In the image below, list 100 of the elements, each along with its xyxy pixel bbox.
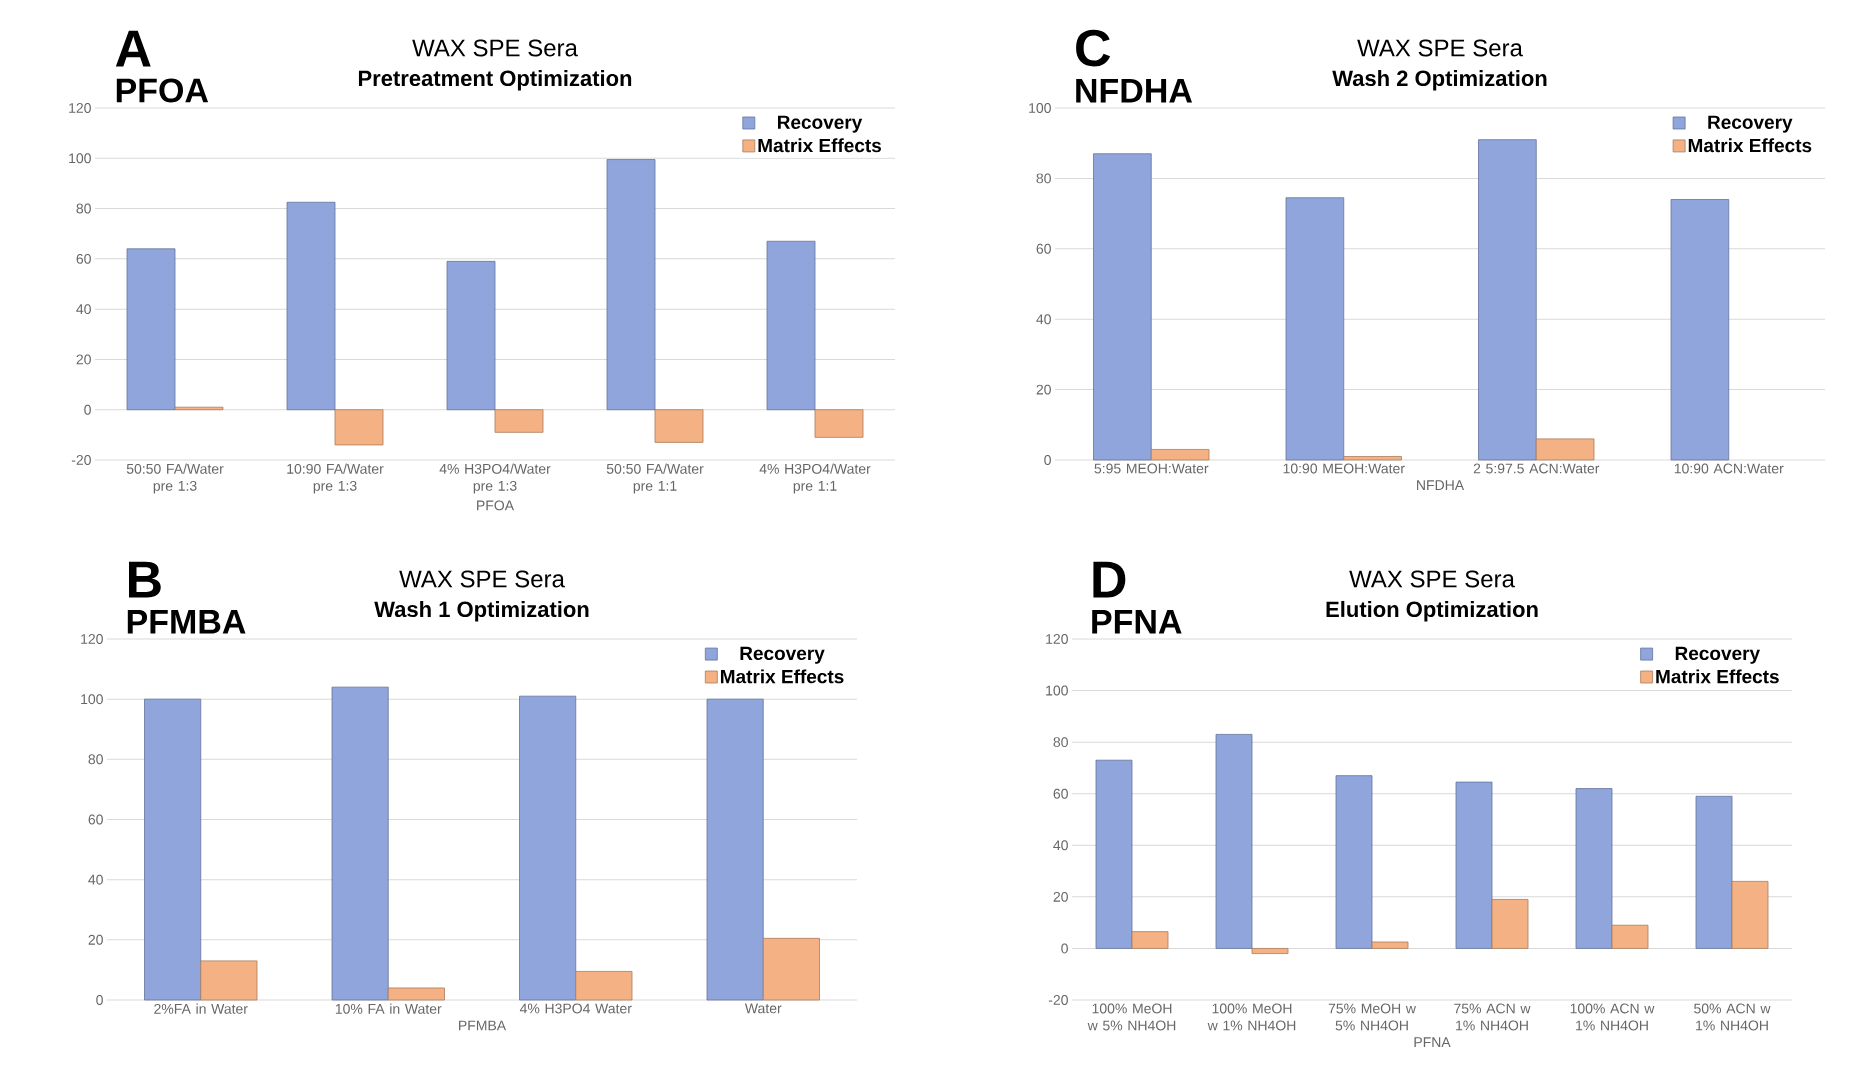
y-tick-label: -20 (71, 455, 91, 465)
bar (519, 695, 577, 1001)
bar (494, 409, 544, 433)
x-tick-label: 10% FA in Water (335, 1003, 442, 1014)
bar (1251, 948, 1289, 954)
y-tick-label: 60 (88, 814, 103, 825)
bar (1670, 199, 1730, 461)
y-tick-label: 100 (69, 153, 91, 164)
x-tick-label: 5:95 MEOH:Water (1094, 463, 1209, 474)
x-tick-label: 4% H3PO4/Water pre 1:3 (439, 463, 551, 494)
bar (814, 409, 864, 438)
x-tick-label: 75% ACN w 1% NH4OH (1454, 1003, 1531, 1031)
bar (1093, 153, 1152, 461)
x-tick-label: 4% H3PO4/Water pre 1:1 (759, 463, 871, 494)
y-tick-label: 0 (96, 995, 103, 1005)
chart-subtitle: Wash 2 Optimization (1332, 69, 1547, 91)
y-tick-label: 40 (88, 874, 103, 885)
x-tick-label: 4% H3PO4 Water (519, 1003, 632, 1014)
text: D (1093, 561, 1126, 598)
bar (1455, 781, 1493, 949)
text: PFMBA (127, 610, 246, 634)
x-tick-label: 2%FA in Water (154, 1003, 248, 1014)
legend-label: Recovery (1675, 646, 1760, 664)
x-tick-label: 50:50 FA/Water pre 1:3 (126, 463, 224, 494)
y-tick-label: 100 (1046, 685, 1068, 696)
y-tick-label: 40 (1036, 314, 1051, 325)
bar (1695, 795, 1733, 949)
legend-label: Recovery (778, 115, 863, 133)
bar (1731, 880, 1769, 949)
y-tick-label: 60 (76, 253, 91, 264)
chart-subtitle: Pretreatment Optimization (358, 69, 632, 91)
x-tick-label: 10:90 ACN:Water (1674, 463, 1784, 474)
bar (1611, 924, 1649, 949)
bar (1535, 438, 1595, 461)
text: A (115, 30, 151, 67)
y-tick-label: 0 (1044, 455, 1051, 465)
bar (1575, 788, 1613, 949)
bar (766, 240, 816, 411)
y-tick-label: 0 (1061, 943, 1068, 954)
x-tick-label: Water (744, 1003, 782, 1014)
bar (1215, 734, 1253, 949)
y-tick-label: 120 (81, 634, 103, 644)
bar (446, 260, 496, 411)
bar (1343, 456, 1402, 461)
y-tick-label: 0 (84, 404, 91, 415)
bar (1491, 899, 1529, 949)
y-tick-label: 100 (1029, 103, 1051, 113)
bar (1285, 197, 1345, 461)
legend-label: Recovery (1708, 115, 1793, 133)
y-tick-label: 60 (1053, 788, 1068, 799)
x-tick-label: 75% MeOH w 5% NH4OH (1328, 1003, 1416, 1031)
y-tick-label: 20 (1036, 384, 1051, 395)
legend-label: Recovery (740, 646, 825, 664)
x-axis-title: PFNA (1414, 1037, 1451, 1047)
bar (762, 937, 820, 1001)
bar (575, 971, 633, 1001)
bar (654, 409, 704, 443)
bar (144, 698, 202, 1001)
chart-title: WAX SPE Sera (399, 570, 565, 588)
y-tick-label: 20 (1053, 891, 1068, 902)
y-tick-label: 80 (1053, 737, 1068, 748)
x-tick-label: 50% ACN w 1% NH4OH (1694, 1003, 1771, 1031)
text: PFNA (1092, 610, 1182, 634)
x-tick-label: 10:90 MEOH:Water (1283, 463, 1405, 474)
y-tick-label: 60 (1036, 243, 1051, 254)
bar (174, 406, 224, 411)
bar (1371, 941, 1409, 949)
y-tick-label: -20 (1048, 995, 1068, 1005)
text: C (1076, 29, 1111, 67)
legend-label: Matrix Effects (720, 669, 844, 684)
chart-subtitle: Wash 1 Optimization (374, 600, 589, 622)
bar (286, 201, 336, 411)
bar (200, 960, 258, 1001)
y-tick-label: 120 (1046, 634, 1068, 644)
bar (1131, 931, 1169, 949)
x-tick-label: 100% ACN w 1% NH4OH (1570, 1003, 1655, 1031)
bar (1095, 759, 1133, 949)
x-tick-label: 10:90 FA/Water pre 1:3 (287, 463, 384, 494)
x-tick-label: 50:50 FA/Water pre 1:1 (606, 463, 704, 494)
bar (334, 409, 384, 446)
x-axis-title: NFDHA (1417, 480, 1465, 490)
y-tick-label: 80 (76, 203, 91, 214)
y-tick-label: 100 (81, 694, 103, 705)
chart-title: WAX SPE Sera (412, 39, 578, 57)
bar (387, 987, 445, 1001)
bar (606, 159, 656, 411)
legend-label: Matrix Effects (758, 138, 881, 153)
bar (706, 698, 764, 1001)
bar (331, 686, 389, 1001)
x-tick-label: 2 5:97.5 ACN:Water (1473, 463, 1600, 474)
bar (126, 248, 176, 411)
bar (1150, 449, 1210, 461)
chart-title: WAX SPE Sera (1349, 570, 1515, 588)
y-tick-label: 80 (1036, 173, 1051, 184)
y-tick-label: 40 (76, 304, 91, 315)
text: NFDHA (1076, 79, 1193, 103)
x-tick-label: 100% MeOH w 5% NH4OH (1087, 1003, 1176, 1031)
y-tick-label: 20 (76, 354, 91, 365)
y-tick-label: 20 (88, 934, 103, 945)
y-tick-label: 80 (88, 754, 103, 765)
